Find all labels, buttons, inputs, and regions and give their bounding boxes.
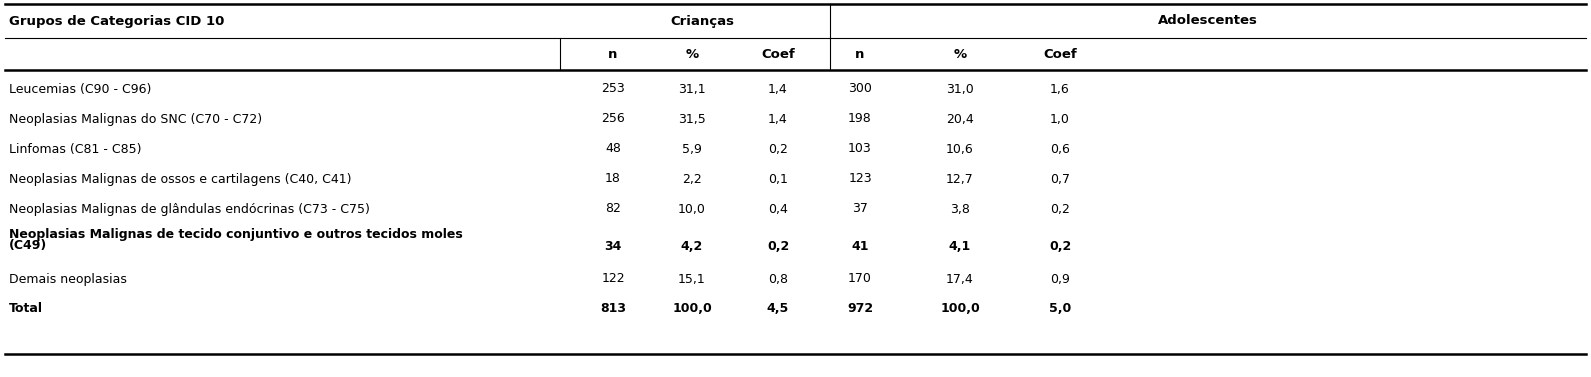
Text: 15,1: 15,1: [678, 273, 706, 285]
Text: 300: 300: [848, 83, 872, 95]
Text: 0,6: 0,6: [1050, 143, 1069, 155]
Text: 37: 37: [853, 202, 869, 216]
Text: 48: 48: [605, 143, 620, 155]
Text: %: %: [953, 48, 967, 60]
Text: Total: Total: [10, 302, 43, 316]
Text: Neoplasias Malignas de ossos e cartilagens (C40, C41): Neoplasias Malignas de ossos e cartilage…: [10, 173, 352, 185]
Text: n: n: [608, 48, 617, 60]
Text: 256: 256: [601, 112, 625, 126]
Text: 18: 18: [605, 173, 620, 185]
Text: n: n: [856, 48, 864, 60]
Text: 12,7: 12,7: [947, 173, 974, 185]
Text: 100,0: 100,0: [671, 302, 711, 316]
Text: Grupos de Categorias CID 10: Grupos de Categorias CID 10: [10, 14, 224, 28]
Text: Linfomas (C81 - C85): Linfomas (C81 - C85): [10, 143, 142, 155]
Text: 82: 82: [605, 202, 620, 216]
Text: 3,8: 3,8: [950, 202, 971, 216]
Text: Crianças: Crianças: [670, 14, 735, 28]
Text: 972: 972: [846, 302, 873, 316]
Text: Coef: Coef: [1044, 48, 1077, 60]
Text: 813: 813: [600, 302, 625, 316]
Text: 2,2: 2,2: [683, 173, 702, 185]
Text: 10,0: 10,0: [678, 202, 706, 216]
Text: 34: 34: [605, 239, 622, 253]
Text: (C49): (C49): [10, 239, 48, 253]
Text: 10,6: 10,6: [947, 143, 974, 155]
Text: Neoplasias Malignas de tecido conjuntivo e outros tecidos moles: Neoplasias Malignas de tecido conjuntivo…: [10, 228, 463, 241]
Text: 1,0: 1,0: [1050, 112, 1069, 126]
Text: 0,2: 0,2: [1050, 202, 1069, 216]
Text: 123: 123: [848, 173, 872, 185]
Text: 5,9: 5,9: [683, 143, 702, 155]
Text: 4,1: 4,1: [948, 239, 971, 253]
Text: 1,4: 1,4: [768, 112, 788, 126]
Text: 17,4: 17,4: [947, 273, 974, 285]
Text: 122: 122: [601, 273, 625, 285]
Text: Neoplasias Malignas do SNC (C70 - C72): Neoplasias Malignas do SNC (C70 - C72): [10, 112, 263, 126]
Text: Demais neoplasias: Demais neoplasias: [10, 273, 127, 285]
Text: 31,0: 31,0: [947, 83, 974, 95]
Text: 0,2: 0,2: [767, 239, 789, 253]
Text: 253: 253: [601, 83, 625, 95]
Text: 0,2: 0,2: [1048, 239, 1071, 253]
Text: 5,0: 5,0: [1048, 302, 1071, 316]
Text: 103: 103: [848, 143, 872, 155]
Text: %: %: [686, 48, 698, 60]
Text: 198: 198: [848, 112, 872, 126]
Text: 0,8: 0,8: [768, 273, 788, 285]
Text: 0,1: 0,1: [768, 173, 788, 185]
Text: 170: 170: [848, 273, 872, 285]
Text: Leucemias (C90 - C96): Leucemias (C90 - C96): [10, 83, 151, 95]
Text: 0,9: 0,9: [1050, 273, 1069, 285]
Text: 0,2: 0,2: [768, 143, 788, 155]
Text: 4,2: 4,2: [681, 239, 703, 253]
Text: Adolescentes: Adolescentes: [1158, 14, 1258, 28]
Text: 31,1: 31,1: [678, 83, 706, 95]
Text: 4,5: 4,5: [767, 302, 789, 316]
Text: 1,4: 1,4: [768, 83, 788, 95]
Text: 41: 41: [851, 239, 869, 253]
Text: 0,7: 0,7: [1050, 173, 1071, 185]
Text: 31,5: 31,5: [678, 112, 706, 126]
Text: 100,0: 100,0: [940, 302, 980, 316]
Text: 1,6: 1,6: [1050, 83, 1069, 95]
Text: 0,4: 0,4: [768, 202, 788, 216]
Text: 20,4: 20,4: [947, 112, 974, 126]
Text: Neoplasias Malignas de glândulas endócrinas (C73 - C75): Neoplasias Malignas de glândulas endócri…: [10, 202, 369, 216]
Text: Coef: Coef: [760, 48, 796, 60]
